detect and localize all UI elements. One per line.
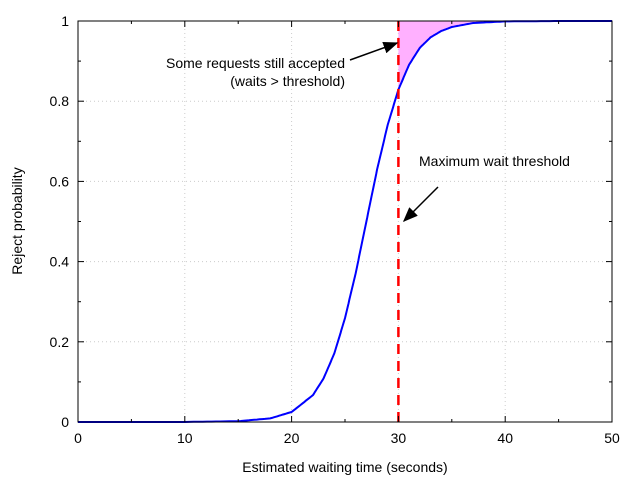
y-tick-label: 0 <box>61 414 69 430</box>
reject-probability-curve <box>78 20 612 423</box>
x-tick-label: 20 <box>284 430 300 446</box>
annotation-arrow-threshold <box>402 186 439 223</box>
y-tick-label: 0.4 <box>50 254 70 270</box>
x-tick-label: 0 <box>74 430 82 446</box>
annotation-threshold: Maximum wait threshold <box>419 153 570 169</box>
annotation-accepted-line2: (waits > threshold) <box>230 73 345 89</box>
x-tick-label: 50 <box>604 430 620 446</box>
annotation-accepted-line1: Some requests still accepted <box>166 55 345 71</box>
y-tick-label: 0.2 <box>50 334 70 350</box>
y-tick-label: 1 <box>61 13 69 29</box>
x-tick-label: 40 <box>497 430 513 446</box>
shaded-region <box>398 21 612 90</box>
y-tick-label: 0.8 <box>50 93 70 109</box>
y-tick-label: 0.6 <box>50 173 70 189</box>
annotation-arrow-accepted <box>349 41 399 61</box>
x-tick-label: 30 <box>391 430 407 446</box>
grid <box>77 20 613 423</box>
x-axis-label: Estimated waiting time (seconds) <box>242 459 447 475</box>
y-axis-label: Reject probability <box>9 167 25 274</box>
ticks: 0 10 20 30 40 50 0 0.2 0.4 0.6 0.8 1 <box>50 13 620 446</box>
x-tick-label: 10 <box>177 430 193 446</box>
plot-frame <box>77 20 613 423</box>
